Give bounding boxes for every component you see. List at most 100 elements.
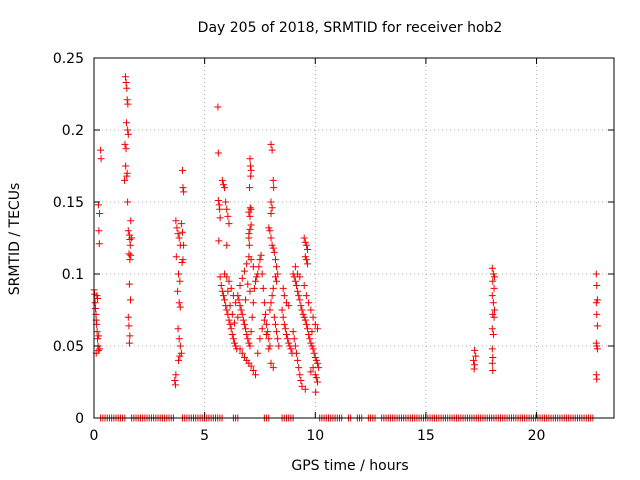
- data-point: [174, 325, 182, 333]
- data-point: [489, 330, 497, 338]
- data-point: [267, 359, 275, 367]
- data-point: [490, 313, 498, 321]
- data-point: [96, 345, 104, 353]
- data-point: [96, 210, 104, 218]
- x-tick-label: 10: [306, 428, 324, 444]
- data-point: [172, 217, 180, 225]
- data-point: [490, 284, 498, 292]
- data-point: [240, 320, 248, 328]
- data-point: [249, 299, 257, 307]
- data-point: [124, 126, 132, 134]
- data-point: [311, 371, 319, 379]
- data-point: [175, 335, 183, 343]
- data-point: [228, 330, 236, 338]
- data-point: [312, 388, 320, 396]
- data-point: [174, 287, 182, 295]
- data-point: [284, 335, 292, 343]
- data-point: [592, 270, 600, 278]
- data-point: [305, 330, 313, 338]
- data-point: [258, 270, 266, 278]
- data-point: [171, 377, 179, 385]
- data-point: [247, 362, 255, 370]
- data-point: [177, 349, 185, 357]
- data-point: [245, 234, 253, 242]
- data-point: [281, 325, 289, 333]
- data-point: [301, 238, 309, 246]
- data-point: [121, 140, 129, 148]
- data-point: [225, 316, 233, 324]
- data-point: [292, 282, 300, 290]
- data-point: [489, 310, 497, 318]
- data-point: [242, 325, 250, 333]
- data-point: [300, 234, 308, 242]
- data-point: [269, 364, 277, 372]
- data-point: [122, 162, 130, 170]
- data-point: [94, 335, 102, 343]
- data-point: [269, 284, 277, 292]
- data-point: [175, 234, 183, 242]
- data-point: [280, 292, 288, 300]
- data-point: [593, 282, 601, 290]
- data-point: [246, 212, 254, 220]
- data-point: [125, 322, 133, 330]
- data-point: [285, 339, 293, 347]
- data-point: [177, 220, 185, 228]
- data-point: [231, 319, 239, 327]
- data-point: [267, 210, 275, 218]
- data-point: [267, 299, 275, 307]
- data-point: [271, 273, 279, 281]
- data-point: [249, 263, 257, 271]
- data-point: [214, 149, 222, 157]
- data-point: [305, 299, 313, 307]
- data-point: [176, 277, 184, 285]
- data-point: [291, 263, 299, 271]
- data-point: [302, 320, 310, 328]
- data-point: [235, 296, 243, 304]
- data-point: [489, 277, 497, 285]
- y-tick-label: 0.25: [53, 51, 84, 67]
- data-point: [308, 342, 316, 350]
- data-point: [246, 184, 254, 192]
- data-point: [470, 365, 478, 373]
- data-point: [126, 332, 134, 340]
- data-point: [309, 345, 317, 353]
- data-point: [243, 260, 251, 268]
- data-point: [278, 306, 286, 314]
- data-point: [222, 198, 230, 206]
- data-point: [301, 253, 309, 261]
- data-point: [269, 244, 277, 252]
- data-point: [215, 237, 223, 245]
- data-point: [226, 302, 234, 310]
- data-point: [488, 345, 496, 353]
- data-point: [273, 263, 281, 271]
- data-point: [95, 227, 103, 235]
- data-point: [128, 234, 136, 242]
- data-point: [124, 227, 132, 235]
- data-point: [175, 299, 183, 307]
- data-point: [593, 342, 601, 350]
- y-tick-label: 0.2: [62, 123, 84, 139]
- data-point: [488, 359, 496, 367]
- data-point: [592, 299, 600, 307]
- data-point: [123, 84, 131, 92]
- data-point: [260, 316, 268, 324]
- data-point: [234, 292, 242, 300]
- data-point: [290, 335, 298, 343]
- data-point: [127, 217, 135, 225]
- data-point: [95, 332, 103, 340]
- data-point: [312, 374, 320, 382]
- data-point: [491, 306, 499, 314]
- data-point: [296, 296, 304, 304]
- data-point: [267, 198, 275, 206]
- data-point: [246, 204, 254, 212]
- data-point: [240, 267, 248, 275]
- data-point: [280, 320, 288, 328]
- data-point: [236, 282, 244, 290]
- data-point: [226, 320, 234, 328]
- data-point: [297, 302, 305, 310]
- data-point: [279, 313, 287, 321]
- data-point: [217, 282, 225, 290]
- data-point: [121, 73, 129, 81]
- data-point: [228, 310, 236, 318]
- data-point: [253, 273, 261, 281]
